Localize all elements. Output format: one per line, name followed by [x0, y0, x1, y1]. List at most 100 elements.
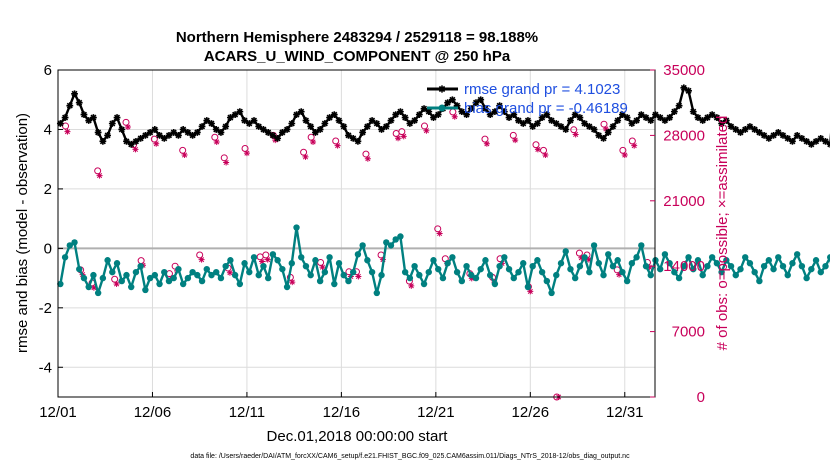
bias-point	[378, 271, 385, 279]
rmse-point	[378, 126, 385, 133]
rmse-point	[637, 111, 645, 118]
bias-point	[213, 268, 220, 276]
obs-assimilated-point	[423, 127, 430, 134]
bias-point	[302, 263, 310, 270]
bias-point	[458, 277, 466, 285]
rmse-point	[179, 126, 187, 133]
bias-point	[808, 265, 815, 273]
rmse-point	[278, 129, 286, 136]
rmse-point	[363, 123, 371, 130]
bias-point	[793, 251, 801, 258]
x-tick-label: 12/06	[134, 404, 172, 421]
y-right-tick-label: 0	[697, 389, 705, 406]
rmse-point	[330, 111, 338, 118]
rmse-point	[212, 126, 220, 133]
obs-assimilated-point	[181, 152, 188, 159]
rmse-point	[340, 123, 348, 130]
bias-point	[274, 257, 281, 264]
rmse-point	[104, 132, 111, 139]
bias-point	[189, 268, 196, 276]
bias-point	[340, 271, 347, 279]
bias-point	[642, 263, 650, 270]
rmse-point	[751, 126, 759, 133]
y-right-tick-label: 7000	[672, 324, 705, 341]
rmse-point	[704, 114, 711, 121]
bias-point	[123, 271, 130, 279]
y-tick-label: 0	[44, 240, 52, 257]
obs-assimilated-point	[512, 137, 519, 144]
rmse-point	[713, 114, 721, 121]
rmse-point	[486, 111, 494, 118]
rmse-point	[718, 120, 725, 127]
bias-point	[685, 254, 692, 261]
rmse-point	[217, 129, 225, 136]
bias-point	[496, 263, 503, 270]
bias-point	[827, 254, 830, 261]
obs-assimilated-point	[616, 271, 623, 278]
bias-point	[538, 268, 546, 276]
bias-point	[742, 254, 749, 261]
bias-point	[628, 260, 636, 267]
rmse-point	[675, 102, 683, 110]
rmse-point	[633, 117, 640, 124]
obs-assimilated-point	[542, 152, 549, 159]
rmse-point	[477, 96, 485, 104]
rmse-point	[283, 126, 291, 133]
bias-point	[543, 277, 551, 285]
rmse-point	[543, 111, 551, 118]
obs-assimilated-point	[578, 254, 585, 261]
rmse-point	[765, 134, 773, 142]
bias-point	[746, 260, 754, 267]
bias-point	[567, 265, 574, 273]
rmse-point	[425, 108, 433, 116]
bias-point	[397, 233, 404, 240]
bias-point	[718, 268, 725, 276]
bias-point	[548, 289, 555, 297]
y-tick-label: -2	[39, 300, 52, 317]
bias-point	[520, 260, 527, 267]
rmse-point	[661, 117, 669, 124]
rmse-point	[722, 117, 730, 124]
bias-point	[387, 242, 395, 249]
bias-point	[420, 280, 428, 288]
y-tick-label: 4	[44, 121, 52, 138]
rmse-point	[85, 117, 93, 124]
bias-point	[85, 283, 92, 291]
rmse-point	[430, 114, 437, 121]
obs-assimilated-point	[468, 275, 475, 282]
rmse-point	[699, 117, 707, 124]
bias-point	[534, 257, 541, 264]
bias-point	[439, 274, 447, 282]
rmse-point	[774, 129, 782, 136]
legend: rmse grand pr = 4.1023 bias grand pr = -…	[427, 81, 628, 117]
bias-point	[529, 263, 536, 270]
rmse-point	[123, 137, 130, 145]
obs-assimilated-point	[96, 172, 103, 179]
y-axis-right-label: # of obs: o=possible; ×=assimilated	[714, 116, 731, 351]
bias-point	[118, 277, 125, 285]
bias-point	[368, 268, 376, 276]
bias-point	[194, 271, 201, 279]
rmse-point	[415, 111, 423, 118]
bias-point	[260, 263, 267, 270]
bias-point	[335, 260, 343, 267]
rmse-point	[302, 117, 310, 124]
rmse-point	[160, 134, 168, 142]
bias-point	[128, 283, 135, 291]
bias-point	[113, 260, 121, 267]
rmse-point	[132, 137, 140, 145]
bias-point	[331, 280, 338, 288]
y-right-tick-label: 14000	[663, 258, 705, 275]
rmse-point	[552, 120, 560, 127]
bias-point	[66, 242, 74, 249]
rmse-point	[354, 137, 362, 145]
bias-point	[765, 257, 773, 264]
rmse-point	[746, 123, 754, 130]
bias-point	[468, 271, 475, 279]
bias-point	[798, 263, 806, 270]
obs-assimilated-point	[602, 125, 609, 132]
bias-point	[553, 271, 560, 279]
bias-point	[241, 260, 248, 267]
bias-point	[623, 277, 631, 285]
rmse-point	[373, 120, 381, 127]
